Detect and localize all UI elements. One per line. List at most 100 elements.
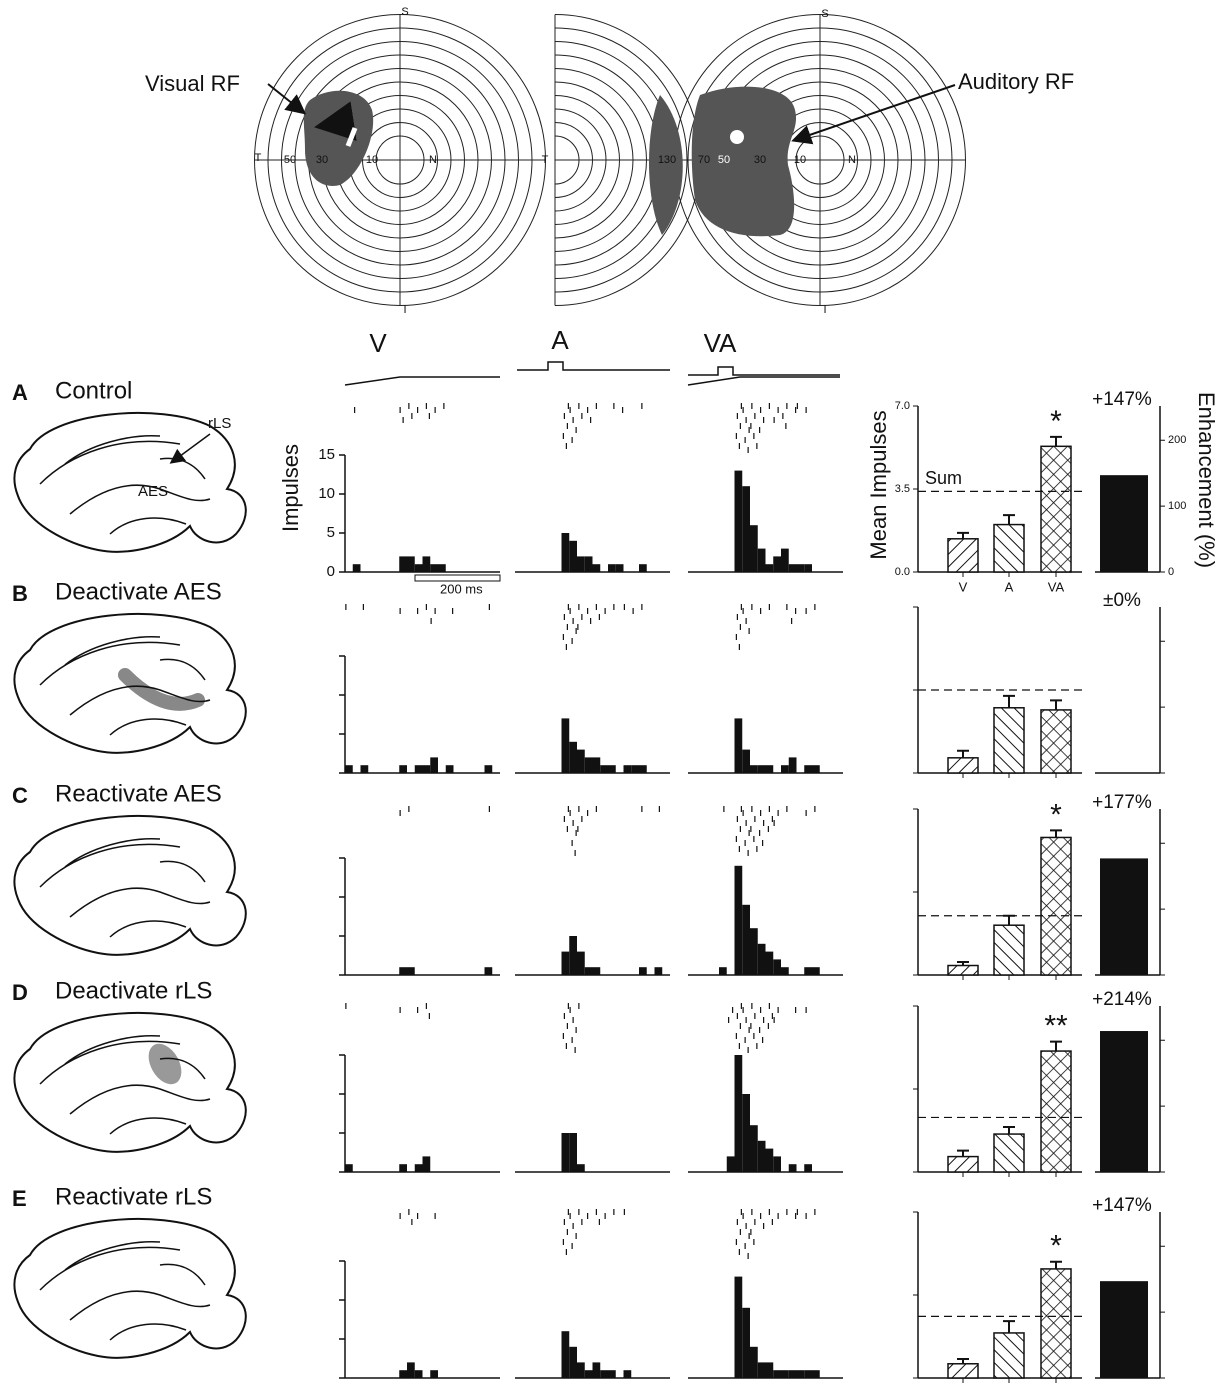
histogram-bar — [812, 765, 820, 773]
histogram-bar — [765, 1362, 774, 1378]
histogram-bar — [438, 564, 446, 572]
histogram-bar — [414, 564, 423, 572]
histogram-bar — [561, 533, 570, 572]
mean-bar — [947, 757, 979, 774]
histogram-bar — [484, 765, 493, 773]
significance-marker: ** — [1044, 1009, 1068, 1042]
histogram-bar — [781, 967, 789, 975]
mean-bar — [1040, 836, 1072, 976]
significance-marker: * — [1050, 1230, 1062, 1263]
y2-tick-label: 200 — [1168, 434, 1186, 446]
y2-tick-label: 100 — [1168, 500, 1186, 512]
histogram-bar — [719, 967, 727, 975]
error-bar — [1050, 699, 1062, 710]
auditory-rf-region — [648, 95, 683, 235]
stimulus-trace — [517, 361, 670, 371]
auditory-rf-label: Auditory RF — [958, 69, 1074, 94]
histogram-bar — [757, 943, 766, 975]
histogram-bar — [414, 1370, 423, 1378]
auditory-rf-region — [691, 86, 797, 237]
enhancement-label: +177% — [1092, 792, 1152, 813]
deactivation-region — [118, 668, 205, 711]
histogram-bar — [608, 1370, 616, 1378]
histogram-bar — [639, 967, 647, 975]
panel-title: Reactivate rLS — [55, 1183, 212, 1210]
sound-source — [730, 130, 744, 144]
mean-bar — [993, 707, 1025, 774]
brain-outline — [13, 815, 247, 956]
histogram-bar — [742, 1094, 750, 1172]
histogram-bar — [600, 1370, 608, 1378]
histogram-bar — [757, 765, 766, 773]
histogram-bar — [765, 564, 774, 572]
bar-stimulus — [345, 127, 358, 147]
rf-eccentricity: 10 — [794, 154, 806, 166]
histogram-bar — [812, 967, 820, 975]
histogram-bar — [422, 765, 431, 773]
error-bar — [1003, 1320, 1015, 1333]
error-bar — [1003, 694, 1015, 708]
histogram-bar — [577, 951, 585, 975]
histogram-bar — [445, 765, 454, 773]
mean-bar — [1040, 1050, 1072, 1173]
histogram-bar — [750, 765, 758, 773]
histogram-bar — [407, 967, 415, 975]
rf-eccentricity: 30 — [754, 154, 766, 166]
y-axis-title: Mean Impulses — [866, 410, 891, 559]
rf-axis-label: T — [542, 154, 549, 166]
histogram-bar — [584, 556, 593, 572]
brain-drawing — [13, 613, 247, 754]
histogram-bar — [615, 564, 624, 572]
rf-eccentricity: 30 — [316, 154, 328, 166]
panel-title: Reactivate AES — [55, 780, 222, 807]
panel-title: Deactivate AES — [55, 578, 222, 605]
brain-label: rLS — [208, 415, 231, 432]
mean-bar — [947, 1363, 979, 1379]
histogram-bar — [569, 936, 577, 975]
scale-bar — [414, 574, 501, 582]
histogram-bar — [654, 967, 663, 975]
pointer-arrow — [267, 83, 307, 115]
histogram-bar — [765, 1148, 774, 1172]
histogram-bar — [734, 1055, 743, 1172]
visual-rf-label: Visual RF — [145, 71, 240, 96]
histogram-bar — [765, 765, 774, 773]
brain-sulci — [39, 1035, 211, 1135]
histogram-bar — [407, 556, 415, 572]
mean-bar — [1040, 445, 1072, 573]
histogram-bar — [608, 564, 616, 572]
panel-letter: C — [12, 783, 28, 808]
histogram-bar — [796, 564, 805, 572]
histogram-bar — [734, 865, 743, 975]
panel-letter: B — [12, 581, 28, 606]
brain-drawing — [13, 815, 247, 956]
brain-outline — [13, 1012, 247, 1153]
histogram-bar — [561, 951, 570, 975]
mean-bar — [947, 964, 979, 976]
histogram-bar — [788, 757, 797, 773]
histogram-bar — [399, 1370, 407, 1378]
rf-axis-label: N — [848, 154, 856, 166]
histogram-bar — [352, 564, 361, 572]
y-tick-label: 0.0 — [895, 566, 910, 578]
panel-letter: D — [12, 980, 28, 1005]
y-tick-label: 3.5 — [895, 483, 910, 495]
brain-pointer — [169, 433, 211, 464]
y-axis-title: Impulses — [278, 444, 303, 532]
rf-axis-label: S — [401, 6, 408, 18]
histogram-bar — [430, 564, 438, 572]
panel-letter: A — [12, 380, 28, 405]
histogram-bar — [750, 928, 758, 975]
histogram-bar — [757, 1362, 766, 1378]
brain-sulci — [39, 838, 211, 938]
pointer-arrow — [791, 84, 956, 145]
brain-outline — [13, 1218, 247, 1359]
histogram-bar — [773, 959, 781, 975]
histogram-bar — [569, 540, 577, 572]
y-tick-label: 0 — [327, 563, 335, 580]
enhancement-bar — [1100, 1281, 1148, 1378]
rf-eccentricity: 50 — [718, 154, 730, 166]
mean-bar — [993, 523, 1025, 573]
histogram-bar — [592, 564, 601, 572]
histogram-bar — [804, 967, 812, 975]
